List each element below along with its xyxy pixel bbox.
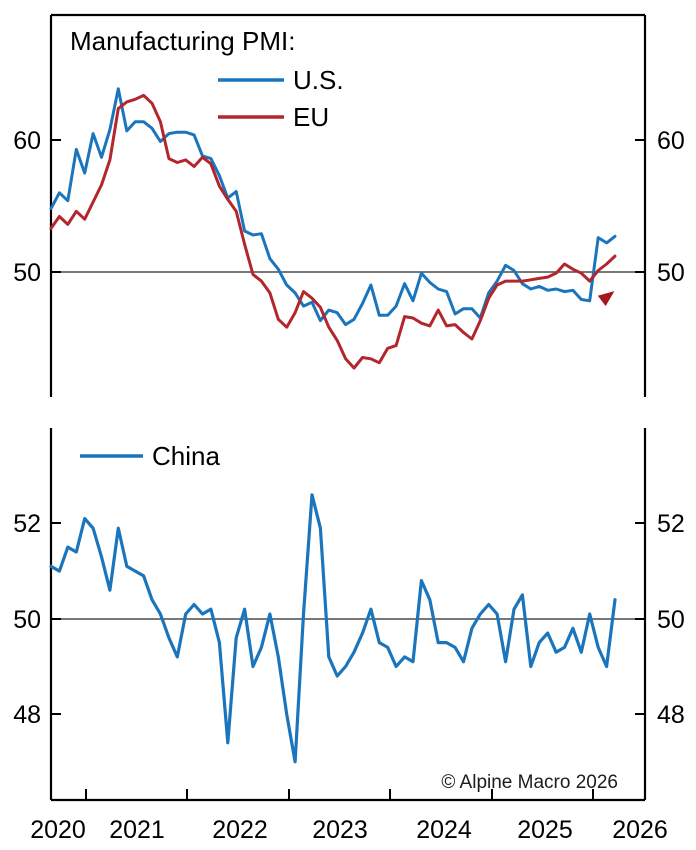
bottom-ytick-right-50: 50 (657, 606, 685, 634)
top-panel: 60 50 60 50 Manufacturing PMI: U.S. EU (13, 13, 685, 397)
bottom-ytick-right-52: 52 (657, 510, 685, 538)
year-label-2025: 2025 (517, 816, 573, 844)
top-ytick-left-60: 60 (13, 127, 41, 155)
bottom-ytick-left-48: 48 (13, 701, 41, 729)
copyright-text: © Alpine Macro 2026 (441, 772, 618, 793)
year-label-2020: 2020 (30, 816, 86, 844)
year-label-2023: 2023 (312, 816, 368, 844)
bottom-ytick-left-50: 50 (13, 606, 41, 634)
bottom-panel: 52 50 48 52 50 48 China © Alpine Macro 2… (13, 428, 685, 802)
x-axis-year-labels: 2020 2021 2022 2023 2024 2025 2026 (30, 816, 668, 844)
china-pmi-line (49, 493, 617, 764)
year-label-2024: 2024 (416, 816, 472, 844)
year-label-2021: 2021 (109, 816, 165, 844)
us-legend-label: U.S. (293, 65, 344, 95)
top-chart-title: Manufacturing PMI: (70, 26, 295, 56)
us-pmi-line (49, 87, 617, 327)
year-label-2026: 2026 (612, 816, 668, 844)
top-ytick-right-60: 60 (657, 127, 685, 155)
year-label-2022: 2022 (212, 816, 268, 844)
top-ytick-left-50: 50 (13, 259, 41, 287)
china-legend-label: China (152, 441, 220, 471)
eu-legend-label: EU (293, 102, 329, 132)
bottom-ytick-left-52: 52 (13, 510, 41, 538)
bottom-ytick-right-48: 48 (657, 701, 685, 729)
eu-pmi-line (49, 93, 617, 370)
top-ytick-right-50: 50 (657, 259, 685, 287)
